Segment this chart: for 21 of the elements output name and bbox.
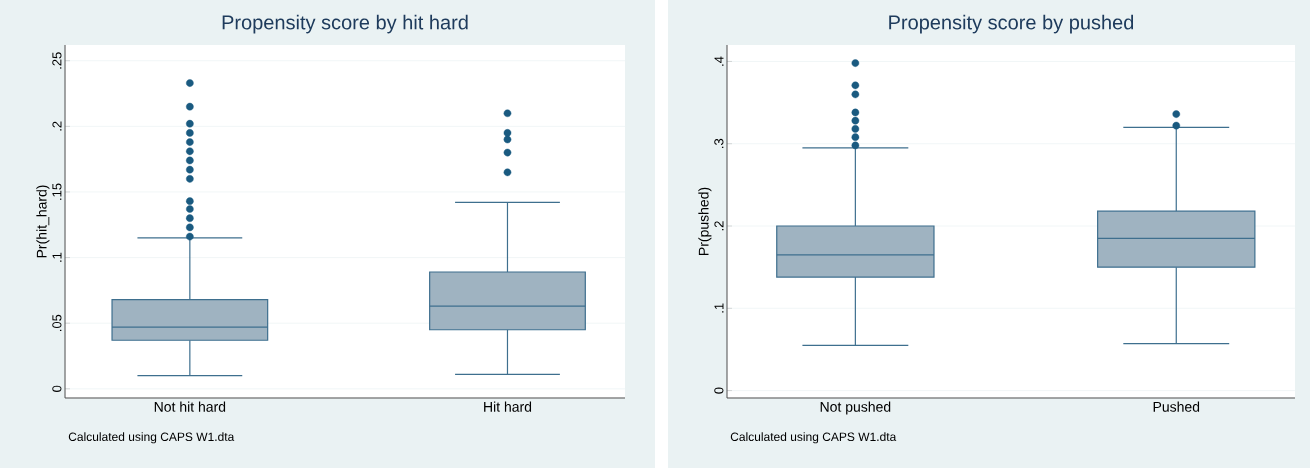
y-tick-label: .4: [714, 56, 724, 66]
y-tick-label: .25: [52, 52, 62, 69]
y-tick-label: .3: [714, 138, 724, 148]
y-tick-label: 0: [714, 387, 724, 394]
text: Calculated using CAPS W1.dta: [68, 432, 235, 444]
y-tick-label: .2: [714, 221, 724, 231]
y-tick-label: .1: [52, 252, 62, 262]
x-tick-label: Not hit hard: [154, 401, 226, 412]
chart-title: Propensity score by pushed: [889, 14, 1134, 34]
x-tick-label: Pushed: [1153, 401, 1200, 412]
y-tick-label: .2: [52, 121, 62, 131]
y-tick-label: .15: [52, 183, 62, 200]
y-tick-label: .1: [714, 303, 724, 313]
x-tick-label: Not pushed: [820, 401, 891, 415]
y-tick-label: 0: [52, 385, 62, 392]
x-tick-label: Hit hard: [484, 401, 532, 412]
y-axis-title: Pr(hit_hard): [36, 185, 50, 258]
chart-title: Propensity score by hit hard: [222, 14, 468, 34]
y-tick-label: .05: [52, 314, 62, 332]
text: Calculated using CAPS W1.dta: [730, 432, 897, 444]
y-axis-title: Pr(pushed): [698, 187, 712, 255]
